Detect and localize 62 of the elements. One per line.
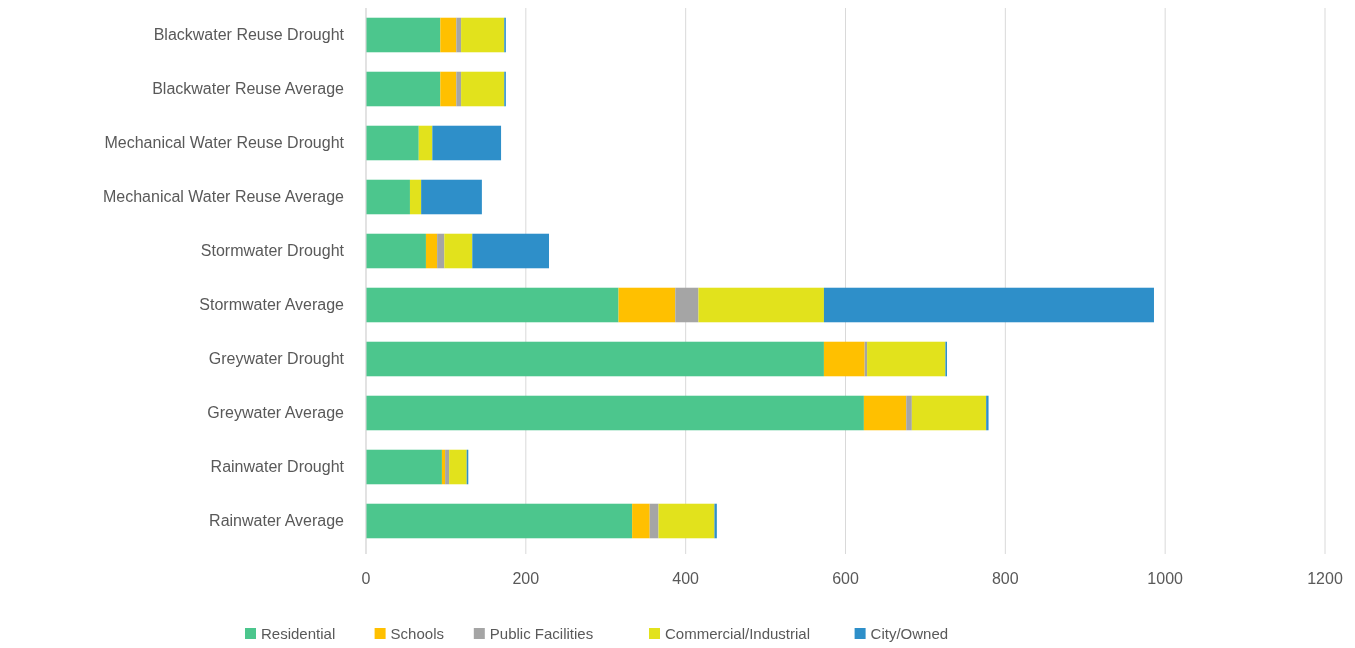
y-tick-label: Greywater Drought xyxy=(208,350,345,367)
bar xyxy=(432,125,502,161)
bar xyxy=(425,233,438,269)
bar xyxy=(456,71,462,107)
bar xyxy=(906,395,912,431)
y-tick-label: Blackwater Reuse Drought xyxy=(153,26,345,43)
bar xyxy=(366,125,419,161)
y-tick-label: Rainwater Drought xyxy=(210,458,345,475)
bar xyxy=(440,71,457,107)
x-tick-label: 1000 xyxy=(1147,570,1184,587)
bar xyxy=(366,287,619,323)
bar xyxy=(698,287,824,323)
y-tick-label: Greywater Average xyxy=(207,404,345,421)
bar xyxy=(675,287,699,323)
bar xyxy=(823,287,1154,323)
legend-label: Schools xyxy=(390,625,444,642)
x-tick-label: 0 xyxy=(361,570,371,587)
bar xyxy=(986,395,989,431)
x-tick-label: 800 xyxy=(991,570,1019,587)
bar xyxy=(366,341,824,377)
bar xyxy=(366,395,864,431)
bar xyxy=(444,233,473,269)
bar xyxy=(863,395,907,431)
bar xyxy=(366,503,633,539)
bar xyxy=(472,233,550,269)
x-tick-label: 600 xyxy=(832,570,859,587)
x-tick-label: 1200 xyxy=(1307,570,1343,587)
y-tick-label: Stormwater Drought xyxy=(200,242,345,259)
x-tick-label: 200 xyxy=(512,570,540,587)
legend-label: City/Owned xyxy=(870,625,949,642)
x-tick-label: 400 xyxy=(672,570,700,587)
bar xyxy=(658,503,715,539)
bar xyxy=(449,449,467,485)
y-tick-label: Blackwater Reuse Average xyxy=(152,80,345,97)
y-tick-label: Mechanical Water Reuse Drought xyxy=(104,134,345,151)
bar xyxy=(418,125,433,161)
y-tick-label: Stormwater Average xyxy=(199,296,345,313)
bar xyxy=(618,287,676,323)
legend-label: Residential xyxy=(261,625,336,642)
bar xyxy=(456,17,462,53)
bar xyxy=(632,503,650,539)
bar xyxy=(409,179,422,215)
legend-label: Commercial/Industrial xyxy=(665,625,811,642)
bar xyxy=(366,17,441,53)
bar xyxy=(461,71,505,107)
bar xyxy=(441,449,446,485)
bar xyxy=(445,449,450,485)
bar xyxy=(366,179,410,215)
bar xyxy=(366,449,442,485)
bar xyxy=(440,17,457,53)
y-tick-label: Rainwater Average xyxy=(209,512,345,529)
bar xyxy=(461,17,505,53)
bar xyxy=(437,233,445,269)
bar xyxy=(366,71,441,107)
bar xyxy=(366,233,426,269)
bar xyxy=(421,179,482,215)
bar xyxy=(867,341,946,377)
bar xyxy=(823,341,865,377)
legend-label: Public Facilities xyxy=(489,625,594,642)
bar xyxy=(911,395,987,431)
bar xyxy=(714,503,717,539)
y-tick-label: Mechanical Water Reuse Average xyxy=(102,188,345,205)
